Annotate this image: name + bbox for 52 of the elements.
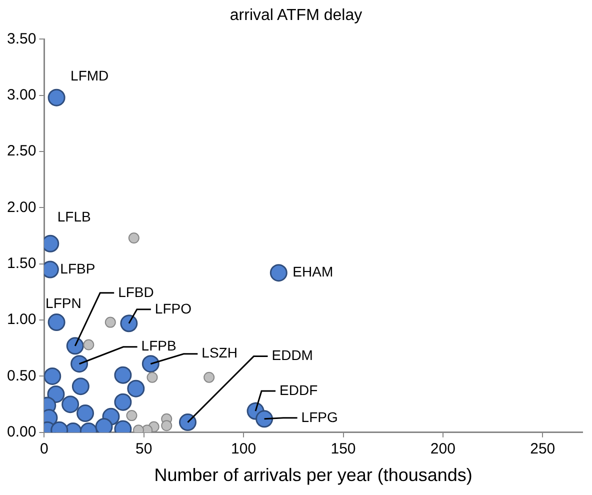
point: [70, 355, 88, 373]
x-axis-title: Number of arrivals per year (thousands): [154, 465, 472, 486]
point: [128, 232, 140, 244]
annotation: LFPB: [141, 338, 176, 354]
chart-title: arrival ATFM delay: [230, 7, 362, 24]
point: [114, 366, 132, 384]
annotation: EDDF: [280, 382, 318, 398]
annotation: LFBD: [118, 284, 154, 300]
annotation: EHAM: [292, 264, 334, 280]
annotation: LSZH: [202, 344, 238, 361]
annotation: LFMD: [70, 67, 109, 84]
y-tick-label: 2.00: [6, 198, 36, 216]
point: [47, 385, 65, 403]
point: [48, 314, 66, 332]
point: [270, 264, 288, 282]
x-tick-label: 0: [40, 440, 48, 458]
x-tick-label: 50: [136, 440, 152, 458]
annotation: LFLB: [57, 208, 91, 225]
point: [256, 410, 274, 428]
point: [142, 355, 160, 373]
annotation: EDDM: [272, 347, 313, 364]
y-tick-label: 2.50: [6, 142, 36, 160]
y-tick-label: 0.00: [6, 424, 36, 441]
point: [76, 404, 94, 422]
x-tick-label: 100: [231, 440, 256, 458]
x-tick-label: 200: [430, 440, 456, 458]
point: [114, 393, 132, 411]
point: [44, 367, 62, 385]
point: [83, 339, 94, 350]
y-tick-label: 3.00: [6, 86, 36, 104]
point: [104, 316, 116, 328]
annotation: LFPG: [301, 408, 338, 425]
point: [161, 420, 172, 432]
point: [146, 372, 158, 383]
point: [126, 410, 138, 422]
x-tick-label: 250: [530, 440, 556, 458]
annotation: LFBP: [60, 260, 96, 276]
point: [204, 372, 215, 383]
y-tick-label: 3.50: [6, 30, 36, 48]
y-tick-label: 1.00: [6, 311, 36, 328]
y-tick-label: 1.50: [6, 255, 36, 272]
point: [178, 414, 196, 432]
point: [120, 314, 138, 332]
point: [127, 380, 145, 398]
annotation: LFPO: [154, 300, 192, 316]
y-tick-label: 0.50: [6, 367, 36, 384]
annotation: LFPN: [46, 295, 82, 312]
point: [72, 378, 90, 396]
point: [66, 337, 84, 355]
x-tick-label: 150: [330, 440, 356, 458]
point: [48, 88, 66, 106]
point: [62, 396, 80, 414]
